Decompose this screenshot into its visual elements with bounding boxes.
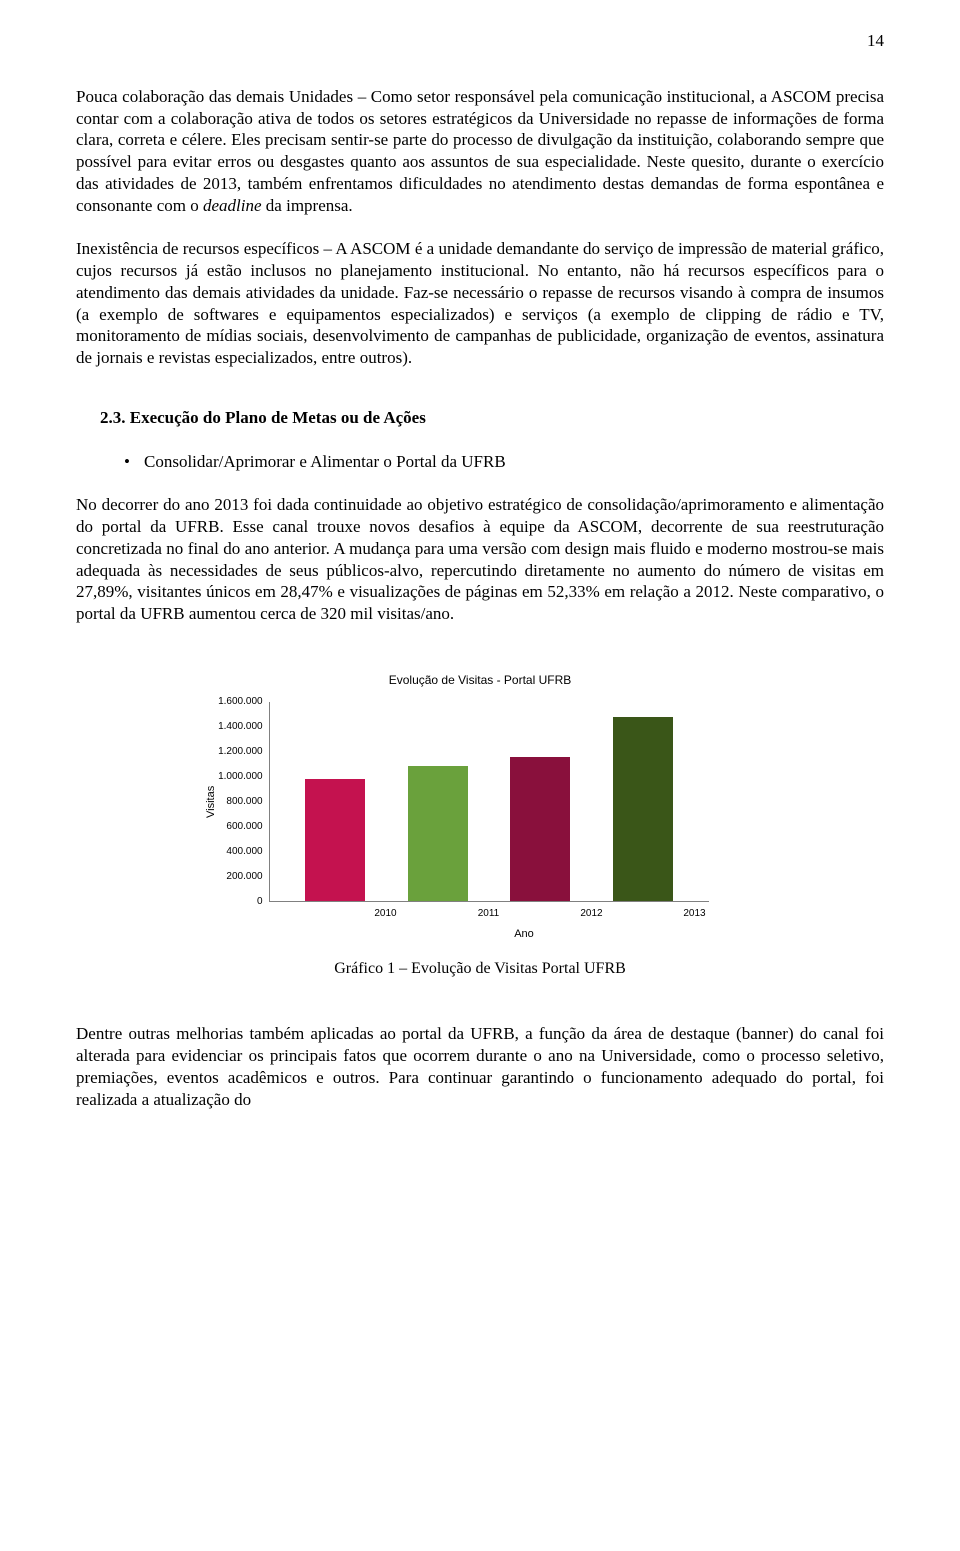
chart-x-tick: 2013: [665, 908, 725, 921]
bullet-dot-icon: •: [124, 451, 144, 473]
chart-x-tick: 2010: [356, 908, 416, 921]
chart-x-tick: 2012: [562, 908, 622, 921]
chart-bar: [408, 766, 468, 901]
bullet-item: •Consolidar/Aprimorar e Alimentar o Port…: [124, 451, 884, 473]
paragraph-1-tail: da imprensa.: [262, 196, 353, 215]
bullet-text: Consolidar/Aprimorar e Alimentar o Porta…: [144, 452, 506, 471]
paragraph-2: Inexistência de recursos específicos – A…: [76, 238, 884, 369]
chart-caption: Gráfico 1 – Evolução de Visitas Portal U…: [76, 959, 884, 979]
chart-y-axis-label: Visitas: [200, 702, 218, 902]
chart-visits: Evolução de Visitas - Portal UFRB Visita…: [200, 673, 760, 941]
chart-x-ticks: 2010 2011 2012 2013: [320, 902, 760, 921]
section-heading: 2.3. Execução do Plano de Metas ou de Aç…: [100, 407, 884, 429]
paragraph-1-body: Pouca colaboração das demais Unidades – …: [76, 87, 884, 215]
chart-bar: [613, 717, 673, 901]
paragraph-1-italic: deadline: [203, 196, 262, 215]
chart-plot-area: [269, 702, 709, 902]
chart-x-tick: 2011: [459, 908, 519, 921]
paragraph-1: Pouca colaboração das demais Unidades – …: [76, 86, 884, 217]
paragraph-3: No decorrer do ano 2013 foi dada continu…: [76, 494, 884, 625]
page-number: 14: [76, 30, 884, 52]
chart-bar: [305, 779, 365, 902]
paragraph-4: Dentre outras melhorias também aplicadas…: [76, 1023, 884, 1110]
chart-bar: [510, 757, 570, 901]
chart-x-axis-label: Ano: [288, 927, 760, 941]
chart-y-ticks: 1.600.0001.400.0001.200.0001.000.000800.…: [218, 702, 269, 902]
chart-title: Evolução de Visitas - Portal UFRB: [200, 673, 760, 688]
